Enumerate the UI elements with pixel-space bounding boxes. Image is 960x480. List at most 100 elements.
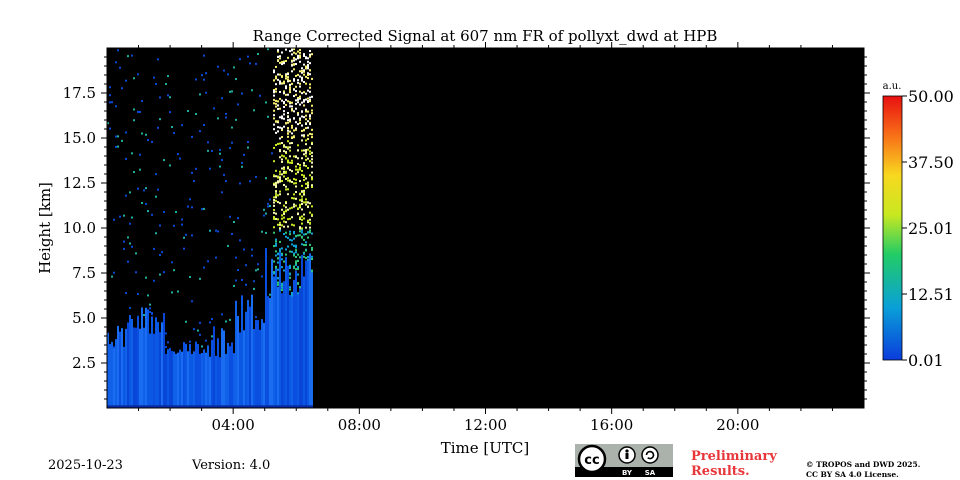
heatmap-speckle <box>139 153 141 156</box>
heatmap-speckle <box>275 65 277 68</box>
heatmap-speckle <box>305 143 307 146</box>
heatmap-ground <box>237 405 239 408</box>
heatmap-speckle <box>277 55 279 58</box>
heatmap-speckle <box>115 145 117 148</box>
heatmap-speckle <box>305 201 307 204</box>
heatmap-speckle <box>305 148 307 151</box>
heatmap-speckle <box>293 205 295 208</box>
heatmap-speckle <box>311 161 313 164</box>
heatmap-speckle <box>283 166 285 169</box>
heatmap-column <box>279 250 281 407</box>
heatmap-speckle <box>293 136 295 139</box>
heatmap-column <box>227 342 229 407</box>
heatmap-speckle <box>181 124 183 127</box>
heatmap-speckle <box>311 155 313 158</box>
heatmap-speckle <box>277 181 279 184</box>
heatmap-speckle <box>155 82 157 85</box>
heatmap-speckle <box>143 189 145 192</box>
heatmap-speckle <box>297 253 299 256</box>
chart-title: Range Corrected Signal at 607 nm FR of p… <box>253 27 718 45</box>
heatmap-ground <box>113 405 115 408</box>
heatmap-speckle <box>271 152 273 155</box>
heatmap-ground <box>143 405 145 408</box>
heatmap-speckle <box>291 82 293 85</box>
heatmap-speckle <box>305 56 307 59</box>
heatmap-speckle <box>303 80 305 83</box>
heatmap-speckle <box>285 93 287 96</box>
heatmap-column <box>305 260 307 407</box>
heatmap-speckle <box>267 202 269 205</box>
heatmap-speckle <box>277 78 279 81</box>
heatmap-speckle <box>299 119 301 122</box>
heatmap-speckle <box>221 97 223 100</box>
heatmap-speckle <box>287 119 289 122</box>
heatmap-speckle <box>273 71 275 74</box>
heatmap-speckle <box>111 101 113 104</box>
heatmap-ground <box>219 405 221 408</box>
heatmap-speckle <box>261 230 263 233</box>
heatmap-speckle <box>307 255 309 258</box>
heatmap-speckle <box>307 110 309 113</box>
heatmap-speckle <box>307 67 309 70</box>
heatmap-speckle <box>309 53 311 56</box>
heatmap-speckle <box>277 59 279 62</box>
heatmap-speckle <box>145 133 147 136</box>
heatmap-speckle <box>301 235 303 238</box>
colorbar-tick-label: 25.01 <box>908 219 954 238</box>
heatmap-speckle <box>189 275 191 278</box>
heatmap-speckle <box>311 176 313 179</box>
heatmap-speckle <box>291 180 293 183</box>
heatmap-speckle <box>129 242 131 245</box>
heatmap-speckle <box>229 215 231 218</box>
heatmap-speckle <box>189 198 191 201</box>
heatmap-ground <box>279 405 281 408</box>
heatmap-speckle <box>297 207 299 210</box>
heatmap-speckle <box>175 211 177 214</box>
heatmap-column <box>275 267 277 407</box>
heatmap-speckle <box>285 122 287 125</box>
heatmap-speckle <box>307 137 309 140</box>
heatmap-speckle <box>305 249 307 252</box>
heatmap-speckle <box>149 307 151 310</box>
heatmap-speckle <box>309 226 311 229</box>
heatmap-speckle <box>305 198 307 201</box>
heatmap-ground <box>229 405 231 408</box>
heatmap-ground <box>295 405 297 408</box>
heatmap-speckle <box>277 218 279 221</box>
heatmap-speckle <box>209 167 211 170</box>
heatmap-speckle <box>305 152 307 155</box>
heatmap-speckle <box>307 126 309 129</box>
heatmap-speckle <box>285 188 287 191</box>
copyright-notice: © TROPOS and DWD 2025. CC BY SA 4.0 Lice… <box>806 460 920 480</box>
heatmap-speckle <box>307 167 309 170</box>
heatmap-speckle <box>305 158 307 161</box>
heatmap-ground <box>309 405 311 408</box>
heatmap-ground <box>197 405 199 408</box>
heatmap-speckle <box>305 244 307 247</box>
heatmap-speckle <box>303 176 305 179</box>
heatmap-speckle <box>303 153 305 156</box>
heatmap-speckle <box>295 107 297 110</box>
heatmap-speckle <box>309 132 311 135</box>
heatmap-speckle <box>287 80 289 83</box>
heatmap-speckle <box>273 94 275 97</box>
heatmap-speckle <box>153 279 155 282</box>
heatmap-speckle <box>311 77 313 80</box>
heatmap-column <box>207 345 209 407</box>
heatmap-speckle <box>307 181 309 184</box>
heatmap-speckle <box>147 139 149 142</box>
heatmap-ground <box>115 405 117 408</box>
heatmap-ground <box>205 405 207 408</box>
heatmap-speckle <box>281 75 283 78</box>
heatmap-speckle <box>289 273 291 276</box>
heatmap-speckle <box>293 110 295 113</box>
heatmap-speckle <box>309 153 311 156</box>
heatmap-speckle <box>233 66 235 69</box>
heatmap-speckle <box>267 205 269 208</box>
heatmap-speckle <box>281 266 283 269</box>
heatmap-speckle <box>127 55 129 58</box>
heatmap-speckle <box>281 99 283 102</box>
heatmap-speckle <box>301 184 303 187</box>
heatmap-speckle <box>311 104 313 107</box>
heatmap-speckle <box>309 150 311 153</box>
